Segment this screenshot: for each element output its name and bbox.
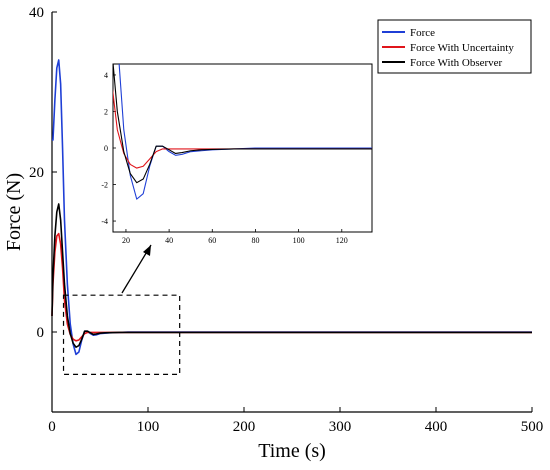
y-tick-label: 0 xyxy=(37,325,45,341)
inset-y-tick-label: 2 xyxy=(104,107,108,116)
inset-y-tick-label: -2 xyxy=(101,181,108,190)
x-axis-title: Time (s) xyxy=(258,440,326,462)
inset-x-tick-label: 100 xyxy=(293,236,305,245)
y-tick-label: 40 xyxy=(29,5,44,21)
zoom-arrow-head xyxy=(143,245,151,256)
legend-label-force-with-uncertainty: Force With Uncertainty xyxy=(410,42,514,54)
inset-ticks: 20 40 60 80 100 120 -4 -2 0 2 4 xyxy=(101,71,347,245)
main-series xyxy=(51,59,532,356)
series-line-1 xyxy=(51,232,532,342)
inset-y-tick-label: 4 xyxy=(104,71,108,80)
x-tick-label: 100 xyxy=(137,419,160,435)
x-tick-label: 400 xyxy=(425,419,448,435)
x-tick-label: 300 xyxy=(329,419,352,435)
inset-x-tick-label: 120 xyxy=(336,236,348,245)
x-tick-label: 0 xyxy=(48,419,56,435)
inset-x-tick-label: 60 xyxy=(208,236,216,245)
legend-label-force-with-observer: Force With Observer xyxy=(410,57,503,69)
inset-series-line-2 xyxy=(113,64,372,184)
inset-x-tick-label: 40 xyxy=(165,236,173,245)
inset-series xyxy=(113,64,372,200)
zoom-region-box xyxy=(62,294,181,376)
inset-y-tick-label: 0 xyxy=(104,144,108,153)
inset-x-tick-label: 20 xyxy=(122,236,130,245)
y-tick-label: 20 xyxy=(29,165,44,181)
legend-label-force: Force xyxy=(410,27,435,39)
inset-y-tick-label: -4 xyxy=(101,217,108,226)
inset-x-tick-label: 80 xyxy=(251,236,259,245)
x-tick-label: 200 xyxy=(233,419,256,435)
x-tick-label: 500 xyxy=(521,419,544,435)
series-line-2 xyxy=(51,203,532,348)
y-axis-title: Force (N) xyxy=(3,173,25,251)
legend: Force Force With Uncertainty Force With … xyxy=(377,19,532,74)
